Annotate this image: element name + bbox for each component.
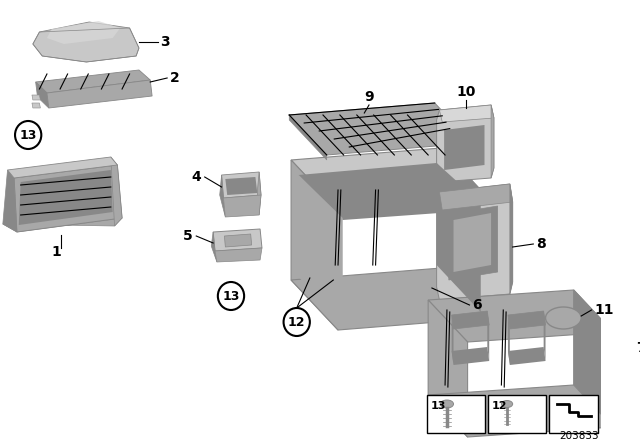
Polygon shape (436, 163, 481, 312)
Polygon shape (440, 105, 494, 122)
Polygon shape (452, 311, 489, 329)
Ellipse shape (501, 401, 513, 408)
Polygon shape (213, 229, 262, 251)
Circle shape (284, 308, 310, 336)
Polygon shape (221, 172, 261, 198)
Polygon shape (220, 175, 225, 217)
Polygon shape (291, 268, 488, 330)
Text: 13: 13 (19, 129, 37, 142)
Text: 10: 10 (456, 85, 476, 99)
Text: 7: 7 (637, 341, 640, 355)
Polygon shape (225, 234, 252, 247)
Polygon shape (225, 177, 257, 195)
Polygon shape (452, 315, 454, 365)
Polygon shape (291, 160, 338, 330)
Ellipse shape (440, 400, 454, 408)
Text: 1: 1 (51, 245, 61, 259)
Polygon shape (33, 22, 139, 62)
Polygon shape (14, 165, 122, 232)
Bar (428, 395, 485, 433)
Polygon shape (543, 311, 545, 361)
Polygon shape (436, 105, 494, 182)
Polygon shape (289, 115, 327, 160)
Text: 4: 4 (191, 170, 201, 184)
Polygon shape (257, 172, 261, 215)
Polygon shape (223, 195, 261, 217)
Text: 12: 12 (492, 401, 508, 411)
Polygon shape (47, 80, 152, 108)
Polygon shape (291, 148, 488, 210)
Polygon shape (436, 184, 513, 300)
Text: 11: 11 (595, 303, 614, 317)
Text: 8: 8 (536, 237, 546, 251)
Text: 3: 3 (161, 35, 170, 49)
Polygon shape (428, 300, 468, 437)
Polygon shape (19, 170, 113, 225)
Text: 12: 12 (288, 315, 305, 328)
Text: 5: 5 (183, 229, 193, 243)
Polygon shape (508, 315, 510, 365)
Text: 6: 6 (472, 298, 482, 312)
Polygon shape (510, 184, 513, 294)
Text: 203833: 203833 (559, 431, 599, 441)
Polygon shape (3, 218, 122, 232)
Polygon shape (440, 184, 513, 210)
Ellipse shape (545, 307, 581, 329)
Polygon shape (111, 157, 122, 226)
Text: 2: 2 (170, 71, 180, 85)
Polygon shape (36, 82, 49, 108)
Bar (549, 395, 598, 433)
Polygon shape (508, 347, 545, 365)
Polygon shape (299, 163, 481, 220)
Polygon shape (3, 170, 17, 232)
Polygon shape (508, 311, 545, 329)
Circle shape (218, 282, 244, 310)
Polygon shape (444, 125, 484, 170)
Circle shape (15, 121, 42, 149)
Polygon shape (299, 175, 342, 325)
Polygon shape (36, 70, 150, 93)
Polygon shape (289, 103, 472, 155)
Polygon shape (47, 21, 120, 44)
Bar (488, 395, 547, 433)
Polygon shape (215, 248, 262, 262)
Polygon shape (211, 232, 217, 262)
Polygon shape (442, 148, 488, 318)
Polygon shape (573, 290, 613, 427)
Polygon shape (452, 347, 489, 365)
Text: 13: 13 (431, 401, 446, 411)
Polygon shape (32, 95, 40, 100)
Polygon shape (449, 206, 498, 280)
Text: 13: 13 (222, 289, 239, 302)
Polygon shape (487, 311, 489, 361)
Polygon shape (8, 157, 117, 178)
Polygon shape (428, 290, 613, 342)
Polygon shape (428, 385, 613, 437)
Polygon shape (454, 213, 491, 272)
Polygon shape (32, 103, 40, 108)
Polygon shape (491, 105, 494, 178)
Text: 9: 9 (364, 90, 374, 104)
